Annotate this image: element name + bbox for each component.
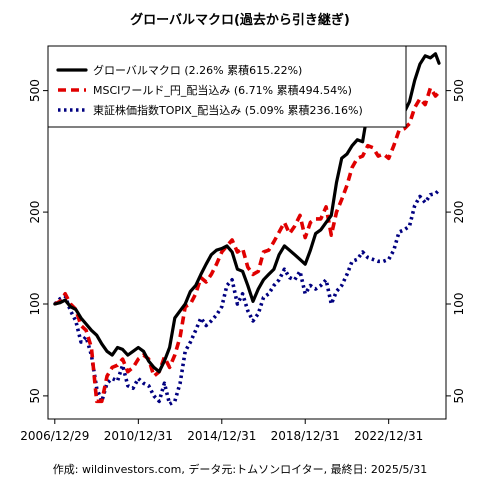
- y-tick-label-right: 50: [452, 388, 466, 403]
- y-tick-label-right: 100: [452, 293, 466, 316]
- chart-footer: 作成: wildinvestors.com, データ元:トムソンロイター, 最終…: [53, 462, 427, 476]
- x-tick-label: 2022/12/31: [354, 429, 423, 443]
- chart-title: グローバルマクロ(過去から引き継ぎ): [130, 12, 350, 28]
- x-tick-label: 2018/12/31: [271, 429, 340, 443]
- legend: グローバルマクロ (2.26% 累積615.22%) MSCIワールド_円_配当込…: [48, 46, 406, 127]
- y-tick-label-left: 100: [28, 293, 42, 316]
- y-tick-label-left: 200: [28, 201, 42, 224]
- y-tick-label-right: 200: [452, 201, 466, 224]
- series-line-2: [55, 190, 439, 404]
- x-tick-label: 2010/12/31: [104, 429, 173, 443]
- legend-label-0: グローバルマクロ (2.26% 累積615.22%): [93, 63, 302, 77]
- legend-label-2: 東証株価指数TOPIX_配当込み (5.09% 累積236.16%): [93, 103, 363, 117]
- x-tick-label: 2014/12/31: [187, 429, 256, 443]
- y-tick-label-left: 500: [28, 79, 42, 102]
- y-tick-label-left: 50: [28, 388, 42, 403]
- legend-label-1: MSCIワールド_円_配当込み (6.71% 累積494.54%): [93, 83, 352, 97]
- x-tick-label: 2006/12/29: [20, 429, 89, 443]
- y-tick-label-right: 500: [452, 79, 466, 102]
